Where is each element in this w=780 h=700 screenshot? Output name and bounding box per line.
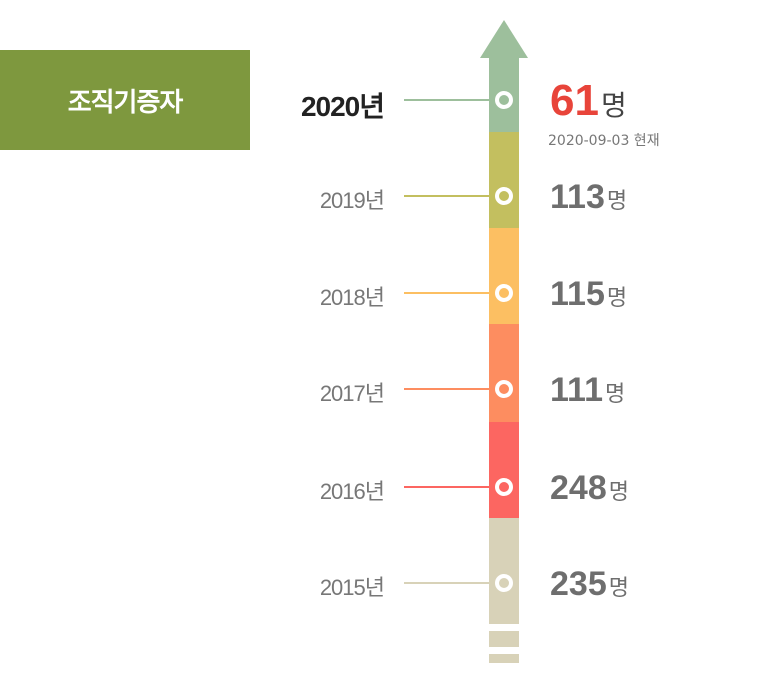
count-unit: 명: [608, 480, 629, 505]
timeline-segment-2019: [489, 132, 519, 228]
donor-count: 115명: [550, 275, 627, 314]
connector-line: [404, 582, 504, 584]
donor-count: 61명: [550, 76, 627, 126]
count-unit: 명: [600, 89, 627, 122]
year-label: 2020년: [300, 91, 385, 122]
donor-count: 235명: [550, 565, 629, 604]
timeline-dot: [495, 91, 513, 109]
year-label: 2015년: [319, 575, 385, 600]
timeline-dot: [495, 187, 513, 205]
count-unit: 명: [606, 286, 628, 311]
timeline-segment-2016: [489, 422, 519, 518]
connector-line: [404, 195, 504, 197]
timeline-break-stub: [489, 654, 519, 663]
count-value: 248: [550, 469, 607, 507]
category-badge: 조직기증자: [0, 50, 250, 150]
year-label: 2019년: [319, 188, 385, 213]
timeline-dot: [495, 478, 513, 496]
timeline-break-stub: [489, 631, 519, 647]
connector-line: [404, 99, 504, 101]
timeline-segment-2018: [489, 228, 519, 324]
count-value: 61: [550, 76, 599, 125]
timeline-segment-2015: [489, 518, 519, 624]
year-label: 2016년: [319, 479, 385, 504]
timeline-dot: [495, 284, 513, 302]
year-label: 2018년: [319, 285, 385, 310]
count-value: 235: [550, 565, 607, 603]
count-value: 115: [550, 275, 605, 313]
donor-count: 113명: [550, 178, 627, 217]
timeline-segment-2017: [489, 324, 519, 422]
timeline-arrow-icon: [480, 20, 528, 58]
donor-count: 248명: [550, 469, 629, 508]
count-value: 111: [550, 371, 603, 409]
connector-line: [404, 388, 504, 390]
category-title: 조직기증자: [67, 87, 184, 118]
timeline-dot: [495, 574, 513, 592]
count-unit: 명: [608, 576, 629, 601]
timeline-dot: [495, 380, 513, 398]
count-value: 113: [550, 178, 605, 216]
count-unit: 명: [606, 189, 628, 214]
as-of-date-note: 2020-09-03 현재: [548, 133, 660, 149]
connector-line: [404, 292, 504, 294]
count-unit: 명: [604, 382, 626, 407]
connector-line: [404, 486, 504, 488]
year-label: 2017년: [319, 381, 385, 406]
donor-count: 111명: [550, 371, 625, 410]
